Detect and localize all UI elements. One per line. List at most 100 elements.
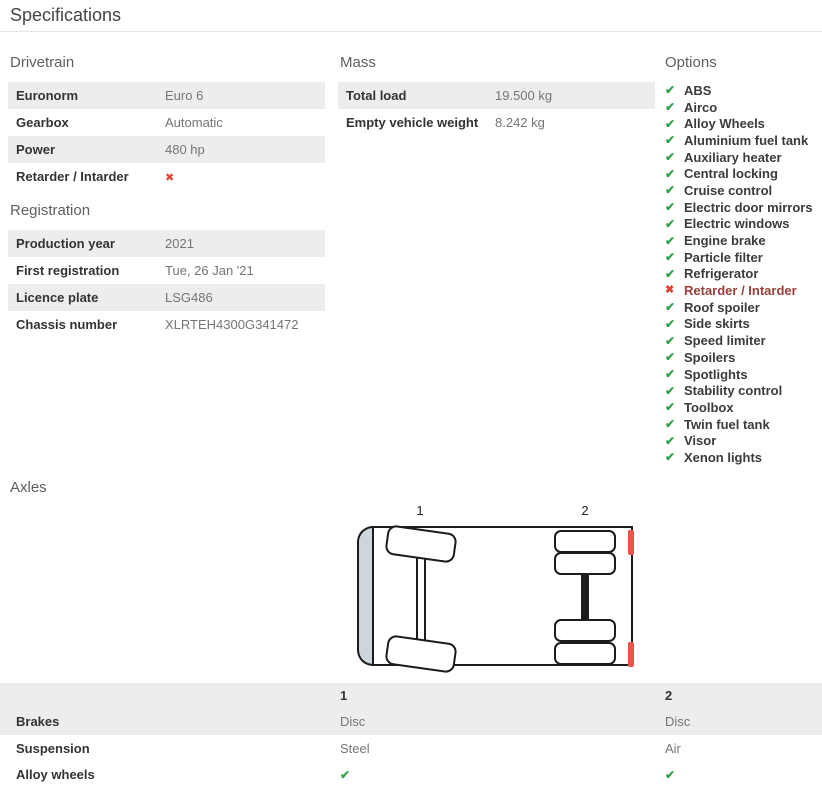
row-value: Tue, 26 Jan '21 (165, 263, 254, 278)
option-item: ✔ Engine brake (665, 232, 822, 249)
option-label: Auxiliary heater (684, 149, 782, 165)
option-item: ✔ Cruise control (665, 182, 822, 199)
page-title: Specifications (10, 5, 122, 25)
option-item: ✔ Toolbox (665, 399, 822, 416)
option-label: Cruise control (684, 182, 773, 198)
row-label: Chassis number (16, 317, 118, 332)
option-item: ✔ Spotlights (665, 366, 822, 383)
option-item: ✔ Aluminium fuel tank (665, 132, 822, 149)
option-label: ABS (684, 82, 712, 98)
truck-top-view-diagram: 1 2 (355, 503, 647, 675)
axle-2-number: 2 (581, 503, 589, 518)
table-row: Alloy wheels ✔ ✔ (0, 761, 822, 788)
option-item: ✔ Refrigerator (665, 266, 822, 283)
option-item: ✔ Twin fuel tank (665, 416, 822, 433)
row-label: Retarder / Intarder (16, 169, 129, 184)
row-label: Euronorm (16, 88, 79, 103)
rear-tire-outer-right (554, 642, 616, 665)
option-item: ✔ Side skirts (665, 316, 822, 333)
table-row: Euronorm Euro 6 (8, 82, 325, 109)
option-item: ✔ Spoilers (665, 349, 822, 366)
options-title: Options (665, 54, 717, 71)
option-label: Refrigerator (684, 266, 759, 282)
table-row: First registration Tue, 26 Jan '21 (8, 257, 325, 284)
tail-light-marker (628, 642, 634, 667)
front-axle-shaft (416, 544, 426, 654)
row-label: Gearbox (16, 115, 69, 130)
table-row: Power 480 hp (8, 136, 325, 163)
table-row: Production year 2021 (8, 230, 325, 257)
row-value: Automatic (165, 115, 223, 130)
row-value: ✖ (165, 169, 325, 184)
option-item: ✖ Retarder / Intarder (665, 282, 822, 299)
check-icon: ✔ (665, 383, 676, 398)
check-icon: ✔ (665, 367, 676, 382)
option-label: Aluminium fuel tank (684, 132, 809, 148)
rear-tire-inner-left (554, 552, 616, 575)
axles-table-gray-band: 1 2 Brakes Disc Disc (0, 683, 822, 735)
mass-section: Mass Total load 19.500 kg Empty vehicle … (338, 53, 655, 136)
axles-table-header-row: 1 2 (0, 683, 822, 708)
option-item: ✔ Auxiliary heater (665, 149, 822, 166)
check-icon: ✔ (665, 83, 676, 98)
cross-icon: ✖ (165, 172, 175, 184)
row-value: 8.242 kg (495, 115, 545, 130)
table-row: Brakes Disc Disc (0, 708, 822, 735)
table-row: Gearbox Automatic (8, 109, 325, 136)
option-item: ✔ Xenon lights (665, 449, 822, 466)
option-item: ✔ Alloy Wheels (665, 115, 822, 132)
check-icon: ✔ (665, 116, 676, 131)
option-label: Particle filter (684, 249, 763, 265)
rear-tire-outer-left (554, 530, 616, 553)
table-row: Suspension Steel Air (0, 735, 822, 761)
registration-section: Registration Production year 2021 First … (8, 201, 325, 338)
check-icon: ✔ (665, 300, 676, 315)
row-label: Brakes (16, 714, 60, 729)
option-label: Electric windows (684, 216, 790, 232)
option-label: Electric door mirrors (684, 199, 813, 215)
option-item: ✔ ABS (665, 82, 822, 99)
check-icon: ✔ (665, 250, 676, 265)
check-icon: ✔ (665, 183, 676, 198)
table-row: Chassis number XLRTEH4300G341472 (8, 311, 325, 338)
option-item: ✔ Speed limiter (665, 332, 822, 349)
axle-2-column-header: 2 (665, 688, 673, 703)
check-icon: ✔ (340, 768, 351, 782)
option-item: ✔ Particle filter (665, 249, 822, 266)
check-icon: ✔ (665, 400, 676, 415)
option-item: ✔ Central locking (665, 165, 822, 182)
row-value: Euro 6 (165, 88, 204, 103)
check-icon: ✔ (665, 417, 676, 432)
row-label: Empty vehicle weight (346, 115, 479, 130)
check-icon: ✔ (665, 150, 676, 165)
table-row: Empty vehicle weight 8.242 kg (338, 109, 655, 136)
check-icon: ✔ (665, 768, 676, 782)
row-value: Air (665, 740, 681, 756)
registration-table: Production year 2021 First registration … (8, 230, 325, 338)
options-section: Options ✔ ABS ✔ Airco ✔ Alloy Wheels ✔ Alumi… (665, 53, 822, 466)
option-item: ✔ Airco (665, 99, 822, 116)
option-label: Side skirts (684, 316, 750, 332)
option-label: Airco (684, 99, 718, 115)
row-value: 19.500 kg (495, 88, 553, 103)
check-icon: ✔ (665, 333, 676, 348)
check-icon: ✔ (665, 133, 676, 148)
option-label: Twin fuel tank (684, 416, 770, 432)
axles-table: 1 2 Brakes Disc Disc Suspension Steel Ai… (0, 683, 822, 788)
row-value: XLRTEH4300G341472 (165, 317, 299, 332)
table-row: Total load 19.500 kg (338, 82, 655, 109)
row-label: Production year (16, 236, 115, 251)
axles-section-header: Axles (10, 478, 47, 507)
option-label: Alloy Wheels (684, 116, 765, 132)
check-icon: ✔ (665, 200, 676, 215)
check-icon: ✔ (665, 166, 676, 181)
check-icon: ✔ (665, 450, 676, 465)
row-label: Licence plate (16, 290, 99, 305)
rear-axle-shaft (581, 574, 589, 621)
option-label: Engine brake (684, 233, 766, 249)
row-value: 2021 (165, 236, 194, 251)
options-list: ✔ ABS ✔ Airco ✔ Alloy Wheels ✔ Aluminium fue… (665, 82, 822, 466)
check-icon: ✔ (665, 350, 676, 365)
row-value: ✔ (340, 767, 665, 782)
row-label: Power (16, 142, 56, 157)
